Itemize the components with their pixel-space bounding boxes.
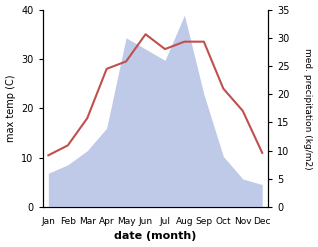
Y-axis label: max temp (C): max temp (C) xyxy=(5,75,16,142)
X-axis label: date (month): date (month) xyxy=(114,231,197,242)
Y-axis label: med. precipitation (kg/m2): med. precipitation (kg/m2) xyxy=(303,48,313,169)
